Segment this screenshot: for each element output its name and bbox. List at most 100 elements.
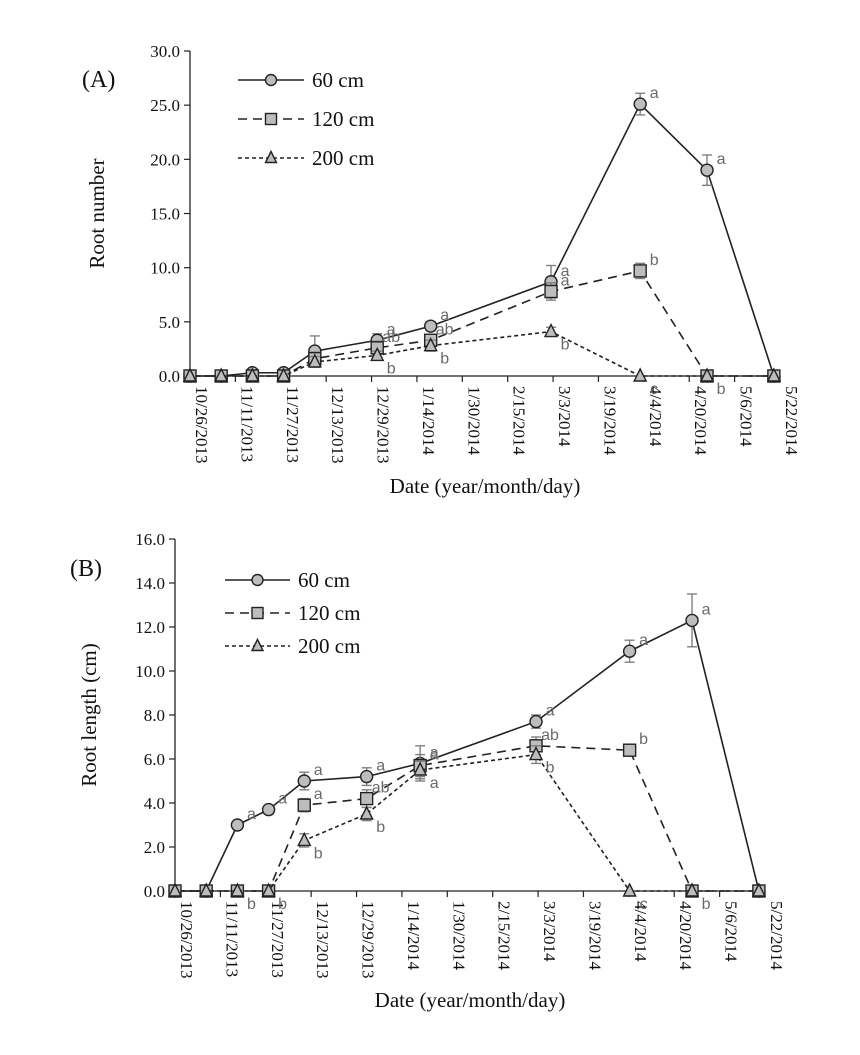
legend-marker (251, 606, 264, 620)
data-label: ab (372, 780, 390, 797)
data-point (261, 802, 276, 817)
y-axis-title: Root number (85, 158, 109, 268)
data-label: b (639, 731, 648, 748)
data-point (622, 882, 637, 897)
data-label: a (278, 791, 287, 808)
y-tick-label: 4.0 (144, 794, 165, 813)
data-label: a (639, 632, 648, 649)
x-axis-title: Date (year/month/day) (375, 988, 566, 1012)
y-tick-label: 10.0 (150, 259, 180, 278)
data-point (297, 831, 312, 847)
x-tick-label: 12/13/2013 (328, 386, 347, 463)
y-tick-label: 6.0 (144, 750, 165, 769)
data-point (633, 97, 647, 111)
data-label: a (430, 744, 439, 761)
y-tick-label: 30.0 (150, 42, 180, 61)
legend-marker (251, 573, 264, 587)
data-label: b (650, 252, 659, 269)
data-point (230, 818, 245, 832)
x-tick-label: 3/19/2014 (585, 901, 604, 970)
data-label: a (650, 85, 659, 102)
panel-label: (B) (70, 556, 102, 582)
data-label: b (440, 351, 449, 368)
legend-marker (250, 637, 265, 652)
data-label: ab (541, 727, 559, 744)
data-label: ab (382, 329, 400, 346)
data-label: b (702, 896, 711, 913)
y-tick-label: 0.0 (144, 882, 165, 901)
x-tick-label: 2/15/2014 (510, 386, 529, 455)
y-tick-label: 25.0 (150, 96, 180, 115)
data-point (685, 613, 699, 628)
panel-label: (A) (82, 67, 115, 93)
x-tick-label: 5/6/2014 (722, 901, 741, 962)
data-label: a (387, 321, 396, 338)
x-tick-label: 4/20/2014 (676, 901, 695, 970)
x-tick-label: 3/3/2014 (540, 901, 559, 962)
series-line (175, 753, 759, 892)
data-point (423, 319, 438, 333)
y-tick-label: 0.0 (159, 367, 180, 386)
data-point (230, 882, 245, 897)
data-point (307, 353, 322, 368)
x-tick-label: 11/11/2013 (237, 386, 256, 462)
y-tick-label: 10.0 (135, 662, 165, 681)
y-tick-label: 8.0 (144, 706, 165, 725)
data-label: a (546, 703, 555, 720)
x-tick-label: 4/20/2014 (691, 386, 710, 455)
data-point (751, 882, 767, 897)
series-line (190, 270, 774, 377)
x-tick-label: 10/26/2013 (192, 386, 211, 463)
y-axis-title: Root length (cm) (77, 643, 101, 786)
data-point (214, 367, 229, 382)
series-line (190, 102, 775, 377)
x-tick-label: 11/27/2013 (283, 386, 302, 463)
x-tick-label: 5/22/2014 (782, 386, 801, 455)
y-tick-label: 5.0 (159, 313, 180, 332)
data-point (423, 337, 438, 352)
data-point (297, 798, 311, 812)
data-label: a (440, 307, 449, 324)
data-point (622, 743, 637, 757)
legend-label: 200 cm (298, 634, 360, 658)
data-point (199, 882, 214, 897)
chart-b: 0.0 2.0 4.0 6.0 8.0 10.0 12.0 14.0 16.0 10/26/201… (70, 530, 786, 1012)
y-tick-label: 15.0 (150, 205, 180, 224)
data-point (528, 746, 544, 761)
data-label: a (314, 786, 323, 803)
x-tick-label: 12/29/2013 (359, 901, 378, 978)
data-point (699, 367, 715, 382)
data-point (700, 163, 714, 177)
data-label: c (650, 381, 658, 398)
x-tick-label: 4/4/2014 (631, 901, 650, 962)
data-point (359, 805, 374, 820)
series-line (175, 744, 759, 892)
legend-marker (264, 73, 278, 87)
y-tick-label: 14.0 (135, 574, 165, 593)
chart-a: 0.0 5.0 10.0 15.0 20.0 25.0 30.0 10/26/2013 11/1… (82, 42, 801, 498)
data-label: b (387, 360, 396, 377)
data-label: b (546, 760, 555, 777)
x-tick-label: 12/29/2013 (374, 386, 393, 463)
legend-label: 120 cm (298, 601, 360, 625)
legend-marker (264, 112, 278, 126)
data-point (413, 761, 428, 776)
data-point (633, 367, 648, 382)
data-point (766, 367, 782, 382)
x-tick-label: 1/14/2014 (419, 386, 438, 455)
data-label: b (278, 896, 287, 913)
x-tick-label: 12/13/2013 (313, 901, 332, 978)
data-point (297, 774, 311, 788)
data-label: a (561, 263, 570, 280)
data-label: b (376, 819, 385, 836)
y-tick-label: 2.0 (144, 838, 165, 857)
x-tick-label: 11/27/2013 (268, 901, 287, 978)
data-label: a (430, 747, 439, 764)
data-point (359, 769, 374, 784)
x-tick-label: 3/19/2014 (600, 386, 619, 455)
x-tick-label: 3/3/2014 (555, 386, 574, 447)
data-point (276, 367, 291, 382)
data-label: a (376, 758, 385, 775)
x-tick-label: 11/11/2013 (222, 901, 241, 977)
data-label: ab (436, 321, 454, 338)
